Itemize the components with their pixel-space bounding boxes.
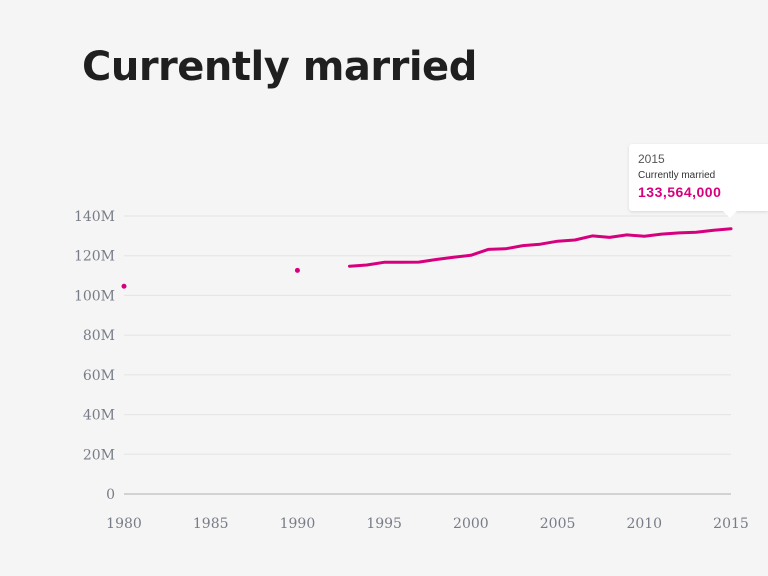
x-tick-label: 1980 <box>106 516 142 532</box>
gridlines <box>124 215 731 455</box>
x-tick-label: 2000 <box>453 516 489 532</box>
data-point[interactable] <box>294 267 300 273</box>
y-tick-label: 120M <box>74 249 115 265</box>
y-tick-label: 20M <box>83 447 115 463</box>
tooltip-series-name: Currently married <box>638 170 716 181</box>
x-tick-label: 1990 <box>280 516 316 532</box>
data-point[interactable] <box>121 283 127 289</box>
y-tick-label: 80M <box>83 328 115 344</box>
y-tick-label: 60M <box>83 368 115 384</box>
y-tick-label: 140M <box>74 209 115 225</box>
x-tick-label: 2005 <box>540 516 576 532</box>
data-tooltip: 2015 Currently married 133,564,000 <box>629 144 768 218</box>
y-tick-label: 40M <box>83 408 115 424</box>
chart-title: Currently married <box>82 44 477 90</box>
y-tick-label: 0 <box>106 487 115 503</box>
series-line[interactable] <box>348 227 733 268</box>
y-tick-label: 100M <box>74 288 115 304</box>
tooltip-year: 2015 <box>638 152 665 166</box>
tooltip-value: 133,564,000 <box>638 184 722 200</box>
x-tick-label: 1985 <box>193 516 229 532</box>
x-tick-label: 1995 <box>366 516 402 532</box>
x-tick-label: 2010 <box>626 516 662 532</box>
series-currently-married[interactable] <box>121 227 733 289</box>
x-tick-label: 2015 <box>713 516 749 532</box>
axes: 0 20M 40M 60M 80M 100M 120M 140M 1980 1985 1990 199… <box>74 209 749 532</box>
